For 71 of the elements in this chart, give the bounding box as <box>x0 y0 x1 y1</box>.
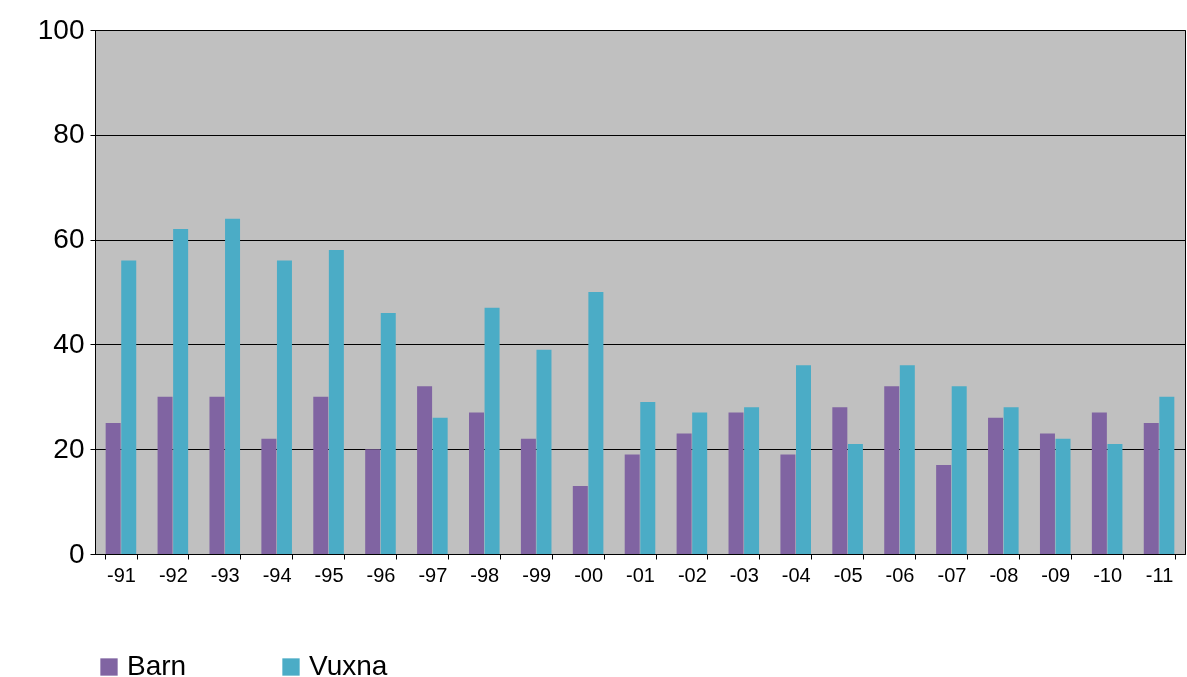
x-tick-label: -07 <box>937 563 967 586</box>
legend-label: Barn <box>127 650 187 677</box>
bar <box>1055 438 1071 554</box>
bar <box>1107 443 1123 554</box>
x-tick-label: -97 <box>418 563 448 586</box>
bar <box>780 454 796 554</box>
bar <box>173 229 189 554</box>
y-tick-label: 80 <box>53 118 85 150</box>
x-tick-label: -03 <box>729 563 759 586</box>
bar <box>225 218 241 554</box>
bar <box>484 307 500 554</box>
bar <box>1039 433 1055 554</box>
x-tick-label: -02 <box>677 563 707 586</box>
x-tick-label: -96 <box>366 563 396 586</box>
x-tick-label: -08 <box>989 563 1019 586</box>
bar <box>261 438 277 554</box>
x-tick-label: -94 <box>262 563 292 586</box>
x-tick-label: -98 <box>470 563 500 586</box>
legend-label: Vuxna <box>309 650 388 677</box>
bar <box>951 386 967 554</box>
y-tick-label: 20 <box>53 432 85 464</box>
bar <box>417 386 433 554</box>
bar <box>520 438 536 554</box>
x-tick-label: -09 <box>1041 563 1071 586</box>
x-tick-label: -95 <box>314 563 344 586</box>
bar <box>121 260 137 554</box>
x-tick-label: -10 <box>1093 563 1123 586</box>
bar <box>884 386 900 554</box>
bar <box>676 433 692 554</box>
bar <box>572 485 588 554</box>
x-tick-label: -04 <box>781 563 811 586</box>
bar <box>936 464 952 554</box>
bar <box>624 454 640 554</box>
x-tick-label: -06 <box>885 563 915 586</box>
y-tick-label: 0 <box>68 537 85 569</box>
bar <box>157 396 173 554</box>
bar <box>640 402 656 554</box>
bar <box>988 417 1004 554</box>
bar <box>313 396 329 554</box>
bar <box>796 365 811 554</box>
y-tick-label: 60 <box>53 223 85 255</box>
x-tick-label: -00 <box>574 563 604 586</box>
bar <box>847 443 863 554</box>
bar <box>536 349 552 554</box>
bar <box>380 312 396 554</box>
bar <box>899 365 915 554</box>
x-tick-label: -01 <box>626 563 655 586</box>
bar <box>1159 396 1175 554</box>
bar <box>1003 407 1019 554</box>
bar <box>728 412 744 554</box>
x-tick-label: -93 <box>210 563 240 586</box>
x-tick-label: -11 <box>1145 563 1174 586</box>
x-tick-label: -99 <box>522 563 552 586</box>
bar <box>832 407 848 554</box>
y-tick-label: 100 <box>37 13 85 45</box>
x-tick-label: -92 <box>158 563 188 586</box>
bar <box>692 412 708 554</box>
bar <box>1091 412 1107 554</box>
bar <box>365 449 381 554</box>
bar <box>744 407 760 554</box>
bar <box>276 260 292 554</box>
x-tick-label: -91 <box>107 563 136 586</box>
bar <box>209 396 225 554</box>
bar <box>328 250 344 554</box>
bar <box>469 412 484 554</box>
bar <box>1143 423 1159 554</box>
bar <box>105 423 121 554</box>
y-tick-label: 40 <box>53 327 85 359</box>
x-tick-label: -05 <box>833 563 863 586</box>
bar <box>432 417 448 554</box>
bar <box>588 292 604 554</box>
